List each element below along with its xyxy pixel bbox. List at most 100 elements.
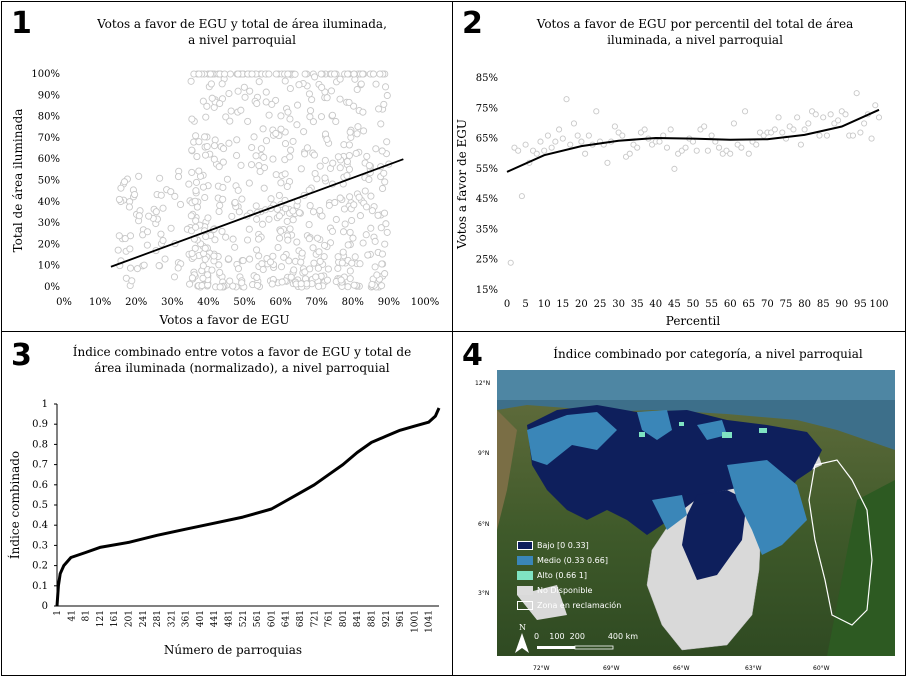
scatter-point: [604, 159, 611, 166]
map-view[interactable]: N Bajo [0 0.33] Medio (0.33 0.66] Alto (…: [497, 370, 895, 656]
scatter-point: [289, 207, 297, 215]
y-tick-label: 0.4: [32, 520, 48, 531]
scatter-point: [775, 114, 782, 121]
scatter-point: [507, 259, 514, 266]
scatter-point: [350, 102, 358, 110]
y-tick-label: 0.2: [32, 561, 48, 572]
scatter-point: [143, 228, 152, 236]
scatter-point: [286, 115, 294, 123]
scatter-point: [305, 221, 313, 229]
scatter-point: [585, 132, 592, 139]
scatter-point: [868, 135, 875, 142]
scatter-point: [225, 139, 233, 147]
scatter-point: [348, 259, 356, 267]
scatter-points: [114, 70, 393, 291]
scatter-point: [368, 207, 376, 215]
scatter-point: [346, 193, 354, 201]
y-tick-label: 75%: [476, 103, 498, 114]
scatter-point: [797, 141, 804, 148]
scatter-point: [191, 244, 199, 252]
scatter-point: [186, 280, 194, 288]
scatter-point: [187, 212, 195, 220]
scatter-point: [171, 192, 179, 200]
x-tick-label: 881: [367, 610, 377, 627]
scatter-point: [167, 224, 175, 232]
lon-label: 60°W: [813, 665, 830, 672]
scatter-point: [340, 205, 348, 213]
scatter-point: [381, 240, 389, 248]
scatter-point: [120, 178, 129, 186]
scatter-point: [156, 174, 164, 182]
scatter-point: [225, 89, 233, 98]
region-alto: [759, 428, 767, 433]
scatter-point: [544, 132, 551, 139]
venezuela-map: N: [497, 370, 895, 656]
scatter-point: [167, 188, 175, 196]
region-alto: [679, 422, 684, 426]
scatter-point: [272, 70, 280, 78]
scatter-point: [222, 233, 230, 241]
region-medio: [652, 495, 687, 530]
scatter-point: [315, 282, 323, 290]
x-axis-label: Percentil: [666, 314, 721, 328]
scatter-point: [281, 140, 290, 148]
scatter-point: [682, 144, 689, 151]
scatter-point: [222, 113, 230, 121]
scatter-point: [260, 184, 268, 192]
scatter-point: [377, 120, 385, 128]
scatter-point: [286, 84, 294, 93]
scatter-point: [365, 175, 373, 184]
scatter-point: [277, 227, 285, 235]
scatter-point: [289, 137, 297, 145]
scatter-point: [857, 129, 864, 136]
panel-1: 1 Votos a favor de EGU y total de área i…: [1, 1, 453, 332]
region-medio: [727, 460, 807, 555]
x-tick-label: 841: [353, 610, 363, 627]
scatter-point: [619, 132, 626, 139]
scatter-point: [255, 235, 263, 243]
scatter-point: [204, 214, 212, 222]
scatter-point: [311, 73, 319, 81]
scatter-point: [256, 167, 264, 176]
lon-label: 66°W: [673, 665, 690, 672]
scatter-point: [198, 281, 206, 290]
scatter-point: [265, 70, 273, 78]
scatter-point: [192, 132, 200, 140]
scatter-point: [259, 265, 267, 274]
scatter-point: [277, 125, 285, 133]
y-tick-label: 50%: [38, 176, 60, 187]
scatter-point: [368, 280, 376, 288]
panel-number: 3: [11, 338, 32, 373]
scatter-point: [259, 220, 267, 228]
scatter-point: [345, 151, 353, 160]
scatter-point: [245, 179, 253, 187]
scatter-point: [240, 83, 248, 91]
scatter-point: [353, 130, 361, 138]
scatter-point: [131, 191, 139, 199]
scatter-point: [381, 178, 389, 186]
y-tick-label: 0.3: [32, 540, 48, 551]
scatter-point: [367, 192, 375, 200]
scatter-point: [199, 183, 207, 191]
y-tick-label: 1: [42, 399, 48, 410]
region-alto: [639, 432, 645, 437]
x-tick-label: 90%: [378, 297, 400, 308]
scatter-point: [274, 243, 282, 252]
scatter-point: [790, 126, 797, 133]
y-tick-label: 15%: [476, 285, 498, 296]
scatter-point: [126, 245, 134, 253]
scatter-point: [207, 80, 215, 88]
scatter-point: [336, 95, 344, 103]
land: [497, 410, 517, 530]
legend-item-zona-reclamacion: Zona en reclamación: [517, 598, 621, 613]
scatter-point: [252, 202, 260, 210]
y-axis-label: Total de área iluminada: [11, 109, 25, 253]
scatter-point: [255, 78, 263, 86]
scatter-point: [170, 273, 179, 281]
scatter-point: [286, 225, 294, 233]
x-tick-label: 0%: [56, 297, 72, 308]
scatter-point: [208, 266, 216, 274]
scatter-point: [219, 145, 228, 153]
scatter-point: [157, 191, 165, 199]
scatter-point: [641, 126, 648, 133]
